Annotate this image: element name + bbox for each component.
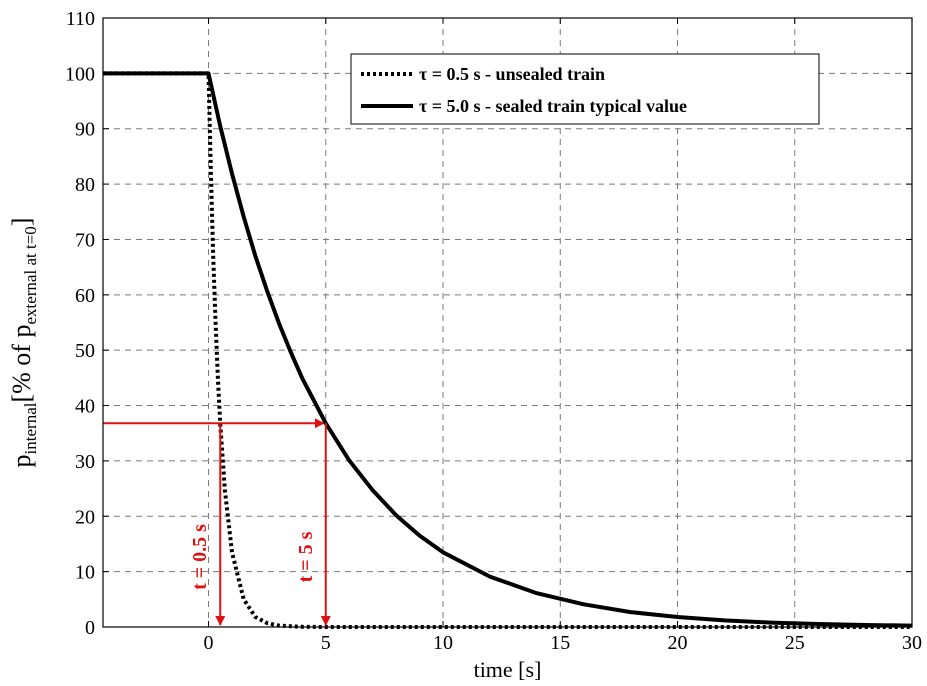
annotation-layer: t = 0.5 s t = 5 s (189, 423, 331, 626)
x-axis-label: time [s] (474, 657, 542, 682)
y-tick-label: 0 (85, 617, 95, 639)
y-label-bracket-sub: external at t=0 (21, 226, 40, 324)
annotation-label-1: t = 5 s (295, 531, 317, 582)
y-tick-label: 100 (65, 63, 95, 85)
legend-entry-unsealed: τ = 0.5 s - unsealed train (419, 64, 605, 84)
x-tick-label: 5 (321, 632, 331, 654)
annotation-label-0: t = 0.5 s (189, 524, 211, 590)
y-axis-label: pinternal[% of pexternal at t=0] (7, 218, 40, 468)
y-tick-label: 40 (75, 396, 95, 418)
y-tick-label: 90 (75, 119, 95, 141)
y-tick-label: 30 (75, 451, 95, 473)
y-tick-label: 110 (66, 8, 95, 30)
x-tick-label: 15 (550, 632, 570, 654)
y-tick-label: 10 (75, 562, 95, 584)
y-tick-label: 70 (75, 229, 95, 251)
y-label-main: p (7, 454, 36, 467)
y-label-close: ] (7, 218, 36, 227)
plot-frame (102, 17, 913, 628)
x-tick-label: 10 (433, 632, 453, 654)
ticks-layer: 0 5 10 15 20 25 30 0 10 20 30 40 50 60 70 80 90 100 110 (65, 8, 922, 654)
y-label-main-sub: internal (21, 402, 40, 454)
legend: τ = 0.5 s - unsealed train τ = 5.0 s - s… (350, 53, 820, 125)
y-tick-label: 60 (75, 285, 95, 307)
legend-entry-sealed: τ = 5.0 s - sealed train typical value (419, 96, 687, 116)
x-tick-label: 20 (668, 632, 688, 654)
y-tick-label: 80 (75, 174, 95, 196)
x-tick-label: 0 (204, 632, 214, 654)
series-line-1 (103, 71, 913, 628)
y-tick-label: 20 (75, 506, 95, 528)
y-tick-label: 50 (75, 340, 95, 362)
legend-box (350, 53, 820, 125)
y-label-bracket: [% of p (7, 325, 36, 403)
x-tick-label: 25 (785, 632, 805, 654)
x-tick-label: 30 (902, 632, 922, 654)
